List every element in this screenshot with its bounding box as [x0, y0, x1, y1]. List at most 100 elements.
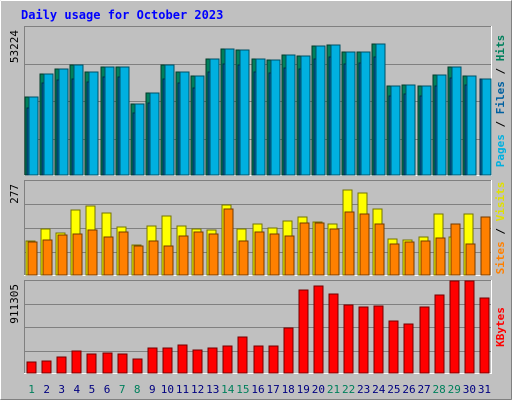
side-label-part-hits-0: Pages: [494, 134, 507, 167]
bar-hits-pages-1: [28, 96, 39, 176]
bar-visits-sites-31: [480, 216, 491, 276]
bar-visits-sites-30: [465, 243, 476, 276]
x-tick-label-22: 22: [342, 383, 355, 396]
bar-kbytes-kbytes-12: [192, 349, 203, 374]
x-tick-label-21: 21: [327, 383, 340, 396]
bar-visits-sites-9: [148, 240, 159, 276]
bar-hits-pages-3: [58, 68, 69, 176]
x-tick-label-28: 28: [433, 383, 446, 396]
bar-hits-pages-2: [43, 73, 54, 176]
side-label-part-hits-3: /: [494, 61, 507, 81]
bar-visits-sites-29: [450, 223, 461, 276]
bar-visits-sites-13: [208, 233, 219, 276]
bar-kbytes-kbytes-31: [479, 297, 490, 374]
bar-hits-pages-24: [375, 43, 386, 176]
max-label-visits: 277: [8, 184, 21, 204]
bar-hits-pages-30: [466, 75, 477, 176]
x-tick-label-19: 19: [297, 383, 310, 396]
bar-visits-sites-11: [178, 235, 189, 276]
bar-kbytes-kbytes-15: [237, 336, 248, 374]
x-tick-label-27: 27: [417, 383, 430, 396]
max-label-hits: 53224: [8, 30, 21, 63]
x-tick-label-20: 20: [312, 383, 325, 396]
x-tick-label-13: 13: [206, 383, 219, 396]
x-tick-label-26: 26: [402, 383, 415, 396]
x-tick-label-10: 10: [161, 383, 174, 396]
bar-hits-pages-28: [436, 74, 447, 176]
chart-title: Daily usage for October 2023: [21, 8, 223, 22]
x-tick-label-25: 25: [387, 383, 400, 396]
side-label-hits: Pages / Files / Hits: [494, 35, 507, 168]
bar-kbytes-kbytes-16: [253, 345, 264, 374]
bar-kbytes-kbytes-7: [117, 353, 128, 374]
x-tick-label-5: 5: [89, 383, 96, 396]
bar-visits-sites-20: [314, 222, 325, 276]
x-tick-label-29: 29: [448, 383, 461, 396]
bar-kbytes-kbytes-17: [268, 345, 279, 374]
x-tick-label-7: 7: [119, 383, 126, 396]
bar-kbytes-kbytes-21: [328, 293, 339, 374]
bar-visits-sites-14: [223, 208, 234, 276]
bar-visits-sites-19: [299, 222, 310, 276]
bar-hits-pages-26: [405, 84, 416, 176]
bar-visits-sites-17: [269, 233, 280, 276]
x-tick-label-30: 30: [463, 383, 476, 396]
bar-kbytes-kbytes-25: [388, 320, 399, 374]
x-tick-label-18: 18: [282, 383, 295, 396]
bar-visits-sites-22: [344, 211, 355, 276]
bar-kbytes-kbytes-11: [177, 344, 188, 374]
bar-kbytes-kbytes-23: [358, 306, 369, 374]
bar-kbytes-kbytes-4: [71, 350, 82, 374]
bar-kbytes-kbytes-14: [222, 345, 233, 374]
bar-visits-sites-1: [27, 241, 38, 276]
x-tick-label-15: 15: [236, 383, 249, 396]
bar-hits-pages-9: [149, 92, 160, 176]
bar-kbytes-kbytes-5: [86, 353, 97, 374]
bar-hits-pages-12: [194, 75, 205, 176]
bar-kbytes-kbytes-3: [56, 356, 67, 374]
side-label-visits: Sites / Visits: [494, 182, 507, 275]
bar-hits-pages-19: [300, 55, 311, 176]
bar-visits-sites-12: [193, 231, 204, 276]
bar-kbytes-kbytes-1: [26, 361, 37, 374]
side-label-part-hits-1: /: [494, 114, 507, 134]
bar-hits-pages-25: [390, 85, 401, 176]
bar-hits-pages-22: [345, 51, 356, 176]
bar-visits-sites-15: [238, 240, 249, 276]
bar-hits-pages-13: [209, 58, 220, 176]
bar-kbytes-kbytes-27: [419, 306, 430, 374]
x-tick-label-1: 1: [28, 383, 35, 396]
bar-kbytes-kbytes-30: [464, 280, 475, 374]
bar-hits-pages-7: [119, 66, 130, 176]
panel-hits: 53224 Pages / Files / Hits: [8, 26, 507, 176]
x-tick-label-4: 4: [74, 383, 81, 396]
series-hits-pages: [28, 43, 492, 176]
x-axis-labels: 1 2 3 4 5 6 7 8 9 10 11 12 13 14 15 16 17 18 19 20 21 22 23 24 2…: [28, 383, 491, 396]
x-tick-label-6: 6: [104, 383, 111, 396]
bar-hits-pages-20: [315, 45, 326, 176]
x-tick-label-12: 12: [191, 383, 204, 396]
x-tick-label-8: 8: [134, 383, 141, 396]
bar-hits-pages-31: [481, 78, 492, 176]
side-label-part-visits-1: /: [494, 221, 507, 241]
bar-hits-pages-14: [224, 48, 235, 176]
bar-visits-sites-8: [133, 245, 144, 276]
x-tick-label-31: 31: [478, 383, 491, 396]
side-label-part-hits-2: Files: [494, 81, 507, 114]
bar-visits-sites-21: [329, 228, 340, 276]
x-tick-label-3: 3: [58, 383, 65, 396]
bar-kbytes-kbytes-29: [449, 280, 460, 374]
bar-visits-sites-6: [103, 236, 114, 276]
bar-hits-pages-4: [73, 64, 84, 176]
side-label-part-hits-4: Hits: [494, 35, 507, 62]
bar-visits-sites-4: [72, 233, 83, 276]
bar-visits-sites-3: [57, 234, 68, 276]
bar-kbytes-kbytes-20: [313, 285, 324, 374]
bar-kbytes-kbytes-26: [403, 323, 414, 374]
panel-visits: 277 Sites / Visits: [8, 180, 507, 276]
x-tick-label-17: 17: [266, 383, 279, 396]
side-label-kbytes: KBytes: [494, 307, 507, 347]
side-label-part-visits-2: Visits: [494, 182, 507, 222]
